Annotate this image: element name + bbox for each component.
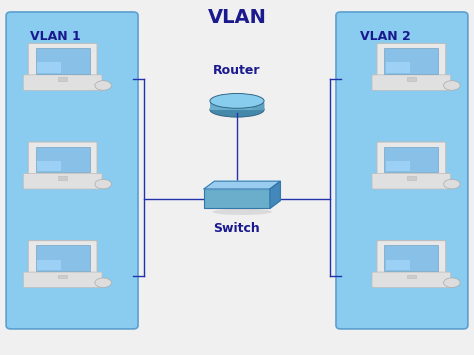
- FancyBboxPatch shape: [23, 75, 102, 91]
- Bar: [386, 161, 410, 171]
- Polygon shape: [204, 181, 280, 189]
- FancyBboxPatch shape: [377, 43, 446, 78]
- FancyBboxPatch shape: [28, 241, 97, 276]
- Ellipse shape: [444, 179, 460, 189]
- Ellipse shape: [95, 179, 111, 189]
- Bar: [37, 62, 62, 72]
- Text: VLAN 2: VLAN 2: [359, 29, 410, 43]
- Ellipse shape: [444, 278, 460, 288]
- Text: VLAN: VLAN: [208, 9, 266, 27]
- FancyBboxPatch shape: [372, 75, 451, 91]
- FancyBboxPatch shape: [336, 12, 468, 329]
- Text: VLAN 1: VLAN 1: [30, 29, 81, 43]
- Polygon shape: [253, 103, 264, 110]
- Bar: [407, 275, 416, 278]
- FancyBboxPatch shape: [23, 272, 102, 288]
- Text: Switch: Switch: [214, 222, 260, 235]
- Ellipse shape: [212, 209, 272, 215]
- Bar: [384, 48, 438, 74]
- Ellipse shape: [95, 81, 111, 90]
- Text: Router: Router: [213, 64, 261, 77]
- Bar: [384, 245, 438, 271]
- Ellipse shape: [95, 278, 111, 288]
- FancyBboxPatch shape: [372, 174, 451, 189]
- Bar: [36, 48, 90, 74]
- FancyBboxPatch shape: [377, 241, 446, 276]
- FancyBboxPatch shape: [377, 142, 446, 177]
- FancyBboxPatch shape: [204, 189, 270, 208]
- Bar: [386, 62, 410, 72]
- Bar: [407, 176, 416, 180]
- Ellipse shape: [444, 81, 460, 90]
- FancyBboxPatch shape: [23, 174, 102, 189]
- Bar: [407, 77, 416, 81]
- FancyBboxPatch shape: [372, 272, 451, 288]
- FancyBboxPatch shape: [28, 142, 97, 177]
- Bar: [386, 260, 410, 270]
- Bar: [210, 101, 264, 110]
- Bar: [58, 275, 67, 278]
- Bar: [36, 147, 90, 173]
- Polygon shape: [270, 181, 280, 208]
- Bar: [384, 147, 438, 173]
- Bar: [37, 161, 62, 171]
- Bar: [58, 176, 67, 180]
- FancyBboxPatch shape: [6, 12, 138, 329]
- Bar: [36, 245, 90, 271]
- FancyBboxPatch shape: [28, 43, 97, 78]
- Bar: [58, 77, 67, 81]
- Bar: [37, 260, 62, 270]
- Ellipse shape: [210, 102, 264, 117]
- Ellipse shape: [210, 93, 264, 108]
